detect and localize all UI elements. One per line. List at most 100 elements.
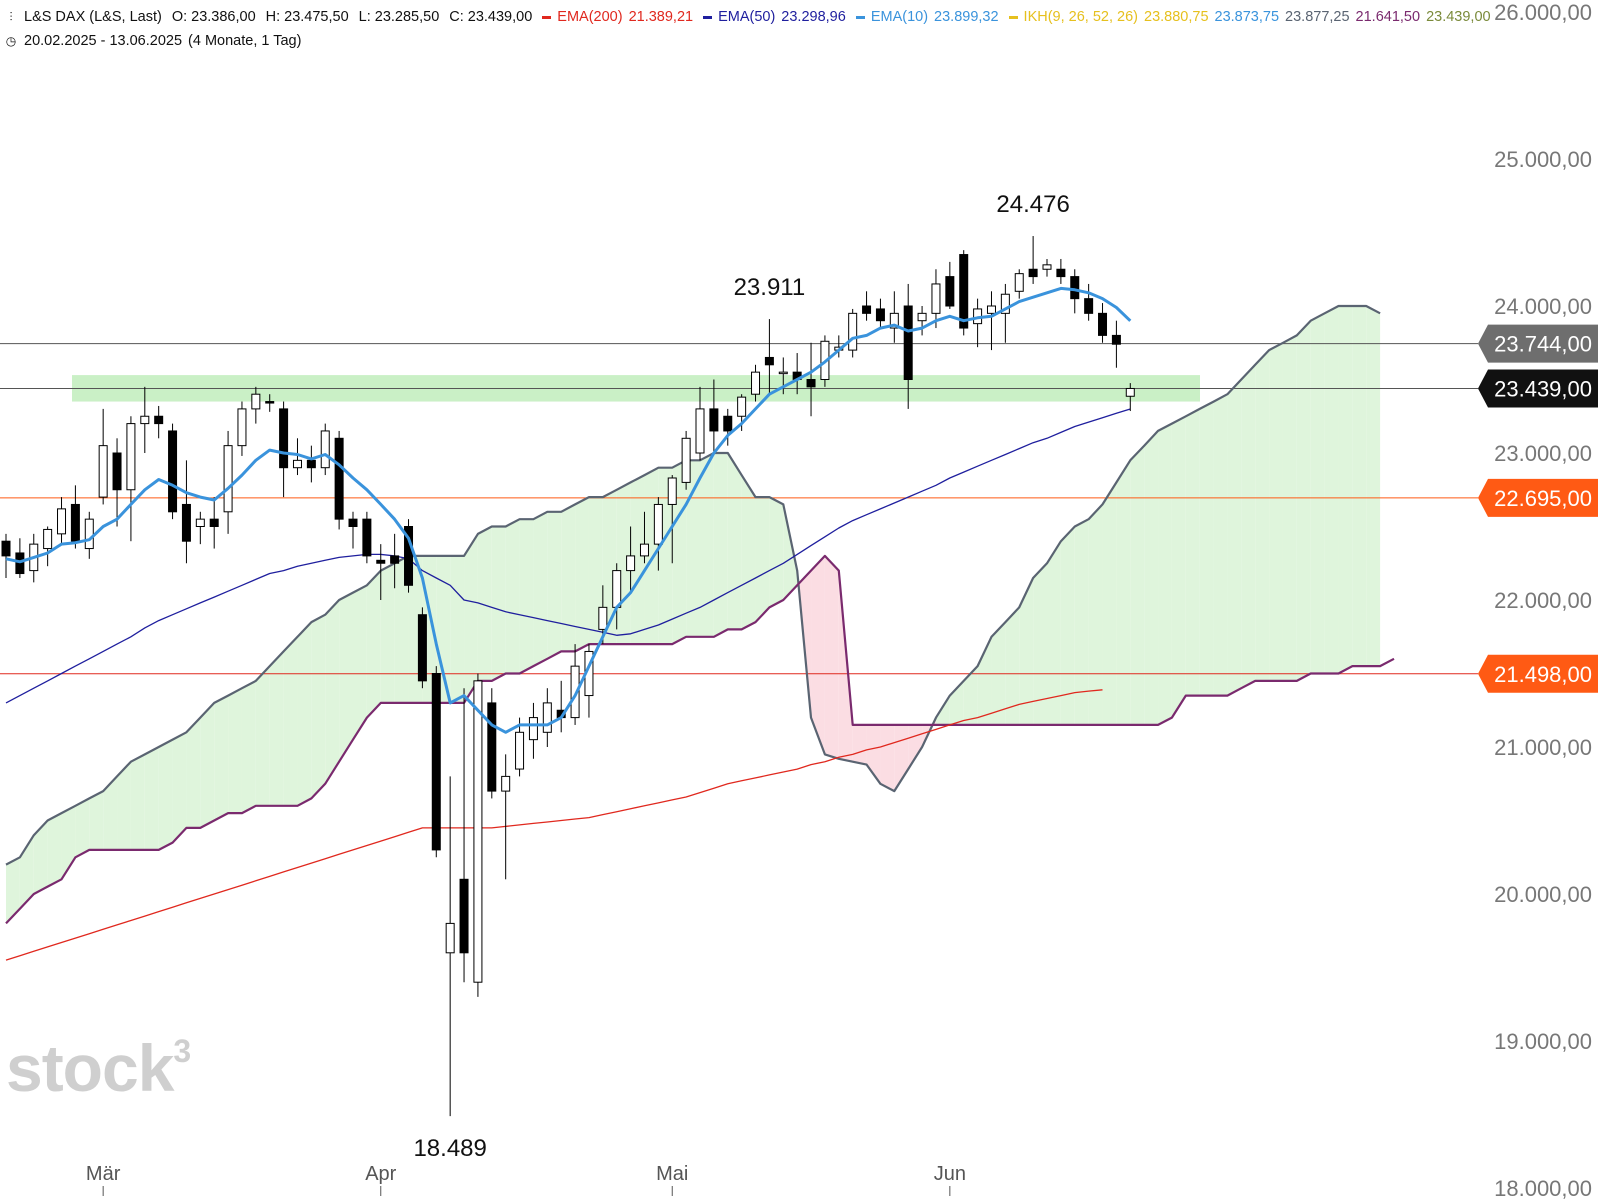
candle-body bbox=[1070, 276, 1080, 300]
y-tick-label: 19.000,00 bbox=[1494, 1029, 1592, 1054]
price-badge-label: 23.744,00 bbox=[1494, 332, 1592, 357]
price-badge-box bbox=[1478, 478, 1598, 517]
ohlc-open: O: 23.386,00 bbox=[171, 9, 256, 25]
cloud-segment bbox=[214, 695, 229, 821]
legend-ikh[interactable]: IKH(9, 26, 52, 26) 23.880,75 23.873,75 23… bbox=[1008, 8, 1491, 26]
cloud-segment bbox=[963, 666, 978, 725]
candle bbox=[98, 408, 108, 505]
cloud-segment bbox=[1185, 408, 1200, 696]
candle bbox=[348, 511, 358, 549]
y-tick-label: 20.000,00 bbox=[1494, 882, 1592, 907]
y-tick-label: 26.000,00 bbox=[1494, 0, 1592, 25]
candle bbox=[986, 291, 996, 351]
price-badge-0: 23.744,00 bbox=[1478, 324, 1598, 363]
cloud-segment bbox=[505, 519, 520, 674]
price-badge-1: 23.439,00 bbox=[1478, 369, 1598, 408]
candle bbox=[140, 386, 150, 453]
candle-body bbox=[154, 415, 164, 425]
candle-body bbox=[292, 459, 302, 469]
price-annotation: 24.476 bbox=[996, 191, 1069, 218]
candle bbox=[1125, 383, 1135, 412]
candle-body bbox=[542, 702, 552, 733]
x-tick-label: Mär bbox=[86, 1163, 121, 1185]
candle-body bbox=[653, 503, 663, 545]
candle-body bbox=[667, 477, 677, 505]
cloud-segment bbox=[144, 747, 159, 850]
cloud-segment bbox=[1060, 526, 1075, 725]
cloud-segment bbox=[1324, 306, 1339, 674]
candle bbox=[292, 438, 302, 476]
candle bbox=[417, 607, 427, 689]
cloud-segment bbox=[283, 636, 298, 806]
candle bbox=[1000, 283, 1010, 343]
x-tick-label: Jun bbox=[934, 1163, 966, 1185]
y-tick-label: 21.000,00 bbox=[1494, 735, 1592, 760]
candle-body bbox=[986, 305, 996, 314]
candle bbox=[639, 511, 649, 564]
price-badge-3: 21.498,00 bbox=[1478, 654, 1598, 693]
cloud-segment bbox=[519, 519, 534, 674]
ema50-swatch bbox=[703, 15, 713, 19]
candle bbox=[1028, 236, 1038, 284]
candle bbox=[154, 405, 164, 439]
candle-body bbox=[251, 393, 261, 410]
candle-body bbox=[903, 305, 913, 380]
legend-ema50[interactable]: EMA(50) 23.298,96 bbox=[703, 8, 846, 26]
candle bbox=[168, 423, 178, 520]
cloud-segment bbox=[103, 776, 118, 850]
candle-body bbox=[209, 518, 219, 528]
candle-body bbox=[181, 503, 191, 542]
price-annotation: 18.489 bbox=[413, 1135, 486, 1162]
candle-body bbox=[709, 408, 719, 432]
candle-body bbox=[334, 437, 344, 520]
candle-body bbox=[417, 614, 427, 682]
candle-body bbox=[1042, 264, 1052, 270]
candle bbox=[376, 544, 386, 600]
ikh-senkou-b-value: 21.641,50 bbox=[1355, 9, 1421, 25]
candle-body bbox=[487, 702, 497, 792]
candle bbox=[528, 702, 538, 759]
cloud-segment bbox=[575, 497, 589, 652]
candle-body bbox=[639, 543, 649, 557]
candle-body bbox=[320, 430, 330, 469]
candle-body bbox=[931, 283, 941, 314]
cloud-segment bbox=[672, 460, 687, 645]
candle bbox=[70, 485, 80, 549]
legend-ema10[interactable]: EMA(10) 23.899,32 bbox=[855, 8, 999, 26]
candle bbox=[1111, 320, 1121, 368]
candle bbox=[223, 430, 233, 534]
instrument-title[interactable]: ⫶ L&S DAX (L&S, Last) bbox=[4, 8, 161, 26]
cloud-segment bbox=[241, 680, 256, 814]
cloud-segment bbox=[1019, 577, 1034, 725]
candle bbox=[751, 364, 761, 402]
candle-body bbox=[279, 408, 289, 469]
candle bbox=[279, 401, 289, 498]
legend-ema200[interactable]: EMA(200) 21.389,21 bbox=[542, 8, 693, 26]
candle bbox=[764, 319, 774, 395]
candle bbox=[1042, 258, 1052, 277]
senkou-span-b-line bbox=[5, 554, 1395, 925]
candle-body bbox=[515, 731, 525, 770]
price-badge-box bbox=[1478, 369, 1598, 408]
cloud-segment bbox=[755, 497, 770, 623]
cloud-segment bbox=[228, 688, 242, 814]
price-badge-label: 23.439,00 bbox=[1494, 376, 1592, 401]
ikh-chikou-value: 23.439,00 bbox=[1426, 9, 1491, 25]
cloud-segment bbox=[1213, 394, 1228, 696]
candle bbox=[862, 291, 872, 321]
cloud-segment bbox=[1130, 445, 1145, 725]
candle bbox=[487, 688, 497, 799]
header-row-1: ⫶ L&S DAX (L&S, Last) O: 23.386,00 H: 23.4… bbox=[4, 8, 1490, 26]
candle bbox=[306, 445, 316, 483]
y-tick-label: 22.000,00 bbox=[1494, 588, 1592, 613]
cloud-segment bbox=[977, 636, 992, 725]
candle-body bbox=[695, 408, 705, 454]
y-tick-label: 23.000,00 bbox=[1494, 441, 1592, 466]
cloud-segment bbox=[47, 813, 62, 887]
cloud-segment bbox=[269, 651, 284, 806]
y-tick-label: 24.000,00 bbox=[1494, 294, 1592, 319]
stock3-logo: stock3 bbox=[6, 1031, 191, 1105]
candle-body bbox=[681, 437, 691, 483]
candle bbox=[542, 688, 552, 747]
